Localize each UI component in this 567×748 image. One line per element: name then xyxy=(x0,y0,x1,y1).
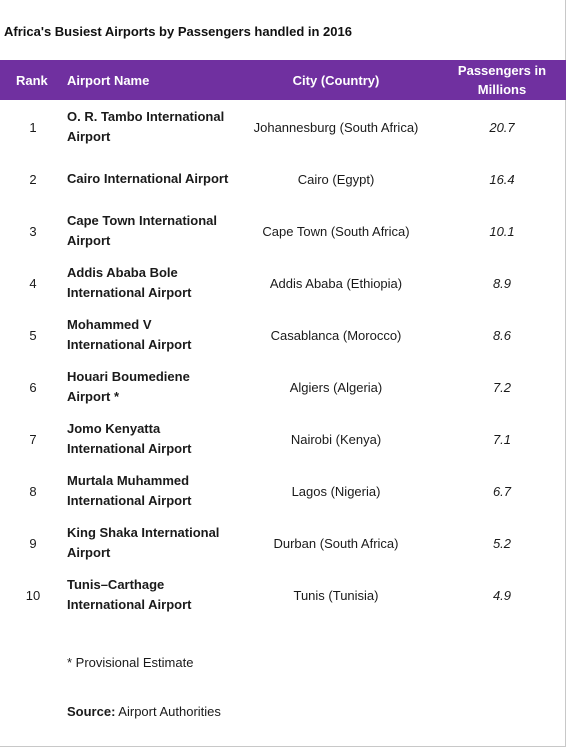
cell-city: Algiers (Algeria) xyxy=(289,379,383,395)
airport-name-line2: International Airport xyxy=(67,597,192,612)
cell-rank: 10 xyxy=(25,587,41,603)
table-row: 8 Murtala Muhammed International Airport … xyxy=(0,465,566,517)
cell-airport-name: Tunis–Carthage International Airport xyxy=(67,569,235,621)
table-row: 3 Cape Town International Airport Cape To… xyxy=(0,205,566,257)
airport-name-line1: Mohammed V xyxy=(67,317,152,332)
cell-rank: 2 xyxy=(29,171,37,187)
airport-name-line2: Airport xyxy=(67,545,111,560)
cell-airport-name: King Shaka International Airport xyxy=(67,517,235,569)
cell-city: Cairo (Egypt) xyxy=(297,171,375,187)
cell-city: Casablanca (Morocco) xyxy=(270,327,402,343)
airport-name-line1: Houari Boumediene xyxy=(67,369,190,384)
airport-name-line1: O. R. Tambo International xyxy=(67,109,225,124)
cell-rank: 4 xyxy=(29,275,37,291)
cell-airport-name: Houari Boumediene Airport * xyxy=(67,361,235,413)
cell-city: Johannesburg (South Africa) xyxy=(253,119,419,135)
cell-city: Cape Town (South Africa) xyxy=(262,223,410,239)
airport-name-line2: Airport xyxy=(67,129,111,144)
cell-rank: 5 xyxy=(29,327,37,343)
cell-city: Tunis (Tunisia) xyxy=(293,587,379,603)
footnote: * Provisional Estimate xyxy=(67,655,194,670)
cell-airport-name: Mohammed V International Airport xyxy=(67,309,235,361)
cell-rank: 6 xyxy=(29,379,37,395)
page-title: Africa's Busiest Airports by Passengers … xyxy=(4,24,352,39)
airport-name-line2: International Airport xyxy=(67,493,192,508)
airport-name-line2: International Airport xyxy=(67,441,192,456)
cell-airport-name: O. R. Tambo International Airport xyxy=(67,101,235,153)
cell-passengers: 8.6 xyxy=(492,327,512,343)
cell-passengers: 10.1 xyxy=(489,223,515,239)
header-airport-name: Airport Name xyxy=(67,72,150,88)
cell-passengers: 8.9 xyxy=(492,275,512,291)
cell-passengers: 16.4 xyxy=(489,171,515,187)
airport-name-line2: Airport xyxy=(67,233,111,248)
cell-city: Nairobi (Kenya) xyxy=(290,431,382,447)
cell-rank: 9 xyxy=(29,535,37,551)
header-passengers-line1: Passengers in xyxy=(457,63,547,78)
airport-name-line2: International Airport xyxy=(67,285,192,300)
cell-passengers: 6.7 xyxy=(492,483,512,499)
header-rank: Rank xyxy=(16,72,48,88)
airport-name-line2: Airport * xyxy=(67,389,119,404)
airport-name-line2: International Airport xyxy=(67,337,192,352)
table-row: 6 Houari Boumediene Airport * Algiers (Al… xyxy=(0,361,566,413)
cell-passengers: 7.2 xyxy=(492,379,512,395)
cell-city: Lagos (Nigeria) xyxy=(291,483,381,499)
cell-passengers: 20.7 xyxy=(489,119,515,135)
header-city-country: City (Country) xyxy=(292,72,380,88)
cell-airport-name: Cairo International Airport xyxy=(67,153,235,205)
cell-city: Addis Ababa (Ethiopia) xyxy=(269,275,403,291)
table-row: 7 Jomo Kenyatta International Airport Nai… xyxy=(0,413,566,465)
airport-name-line1: Addis Ababa Bole xyxy=(67,265,178,280)
cell-airport-name: Cape Town International Airport xyxy=(67,205,235,257)
cell-passengers: 7.1 xyxy=(492,431,512,447)
table-row: 1 O. R. Tambo International Airport Johan… xyxy=(0,101,566,153)
table-row: 4 Addis Ababa Bole International Airport … xyxy=(0,257,566,309)
airport-name-line1: King Shaka International xyxy=(67,525,220,540)
table-body: 1 O. R. Tambo International Airport Johan… xyxy=(0,101,566,621)
cell-airport-name: Murtala Muhammed International Airport xyxy=(67,465,235,517)
cell-city: Durban (South Africa) xyxy=(273,535,399,551)
airport-name-line1: Cape Town International xyxy=(67,213,217,228)
cell-passengers: 4.9 xyxy=(492,587,512,603)
source-label: Source: xyxy=(67,704,116,719)
table-header: Rank Airport Name City (Country) Passeng… xyxy=(0,60,566,100)
table-row: 2 Cairo International Airport Cairo (Egy… xyxy=(0,153,566,205)
header-passengers: Passengers in Millions xyxy=(445,60,559,100)
airport-name-line1: Murtala Muhammed xyxy=(67,473,190,488)
table-row: 10 Tunis–Carthage International Airport T… xyxy=(0,569,566,621)
source-value: Airport Authorities xyxy=(115,704,221,719)
airport-name-line1: Tunis–Carthage xyxy=(67,577,165,592)
airport-name-line1: Jomo Kenyatta xyxy=(67,421,161,436)
cell-rank: 7 xyxy=(29,431,37,447)
cell-passengers: 5.2 xyxy=(492,535,512,551)
header-passengers-line2: Millions xyxy=(477,82,527,97)
airport-name-line1: Cairo International Airport xyxy=(67,171,229,186)
cell-rank: 3 xyxy=(29,223,37,239)
cell-rank: 1 xyxy=(29,119,37,135)
table-row: 9 King Shaka International Airport Durban… xyxy=(0,517,566,569)
cell-airport-name: Jomo Kenyatta International Airport xyxy=(67,413,235,465)
table-row: 5 Mohammed V International Airport Casabl… xyxy=(0,309,566,361)
cell-rank: 8 xyxy=(29,483,37,499)
cell-airport-name: Addis Ababa Bole International Airport xyxy=(67,257,235,309)
source-line: Source: Airport Authorities xyxy=(67,704,221,719)
